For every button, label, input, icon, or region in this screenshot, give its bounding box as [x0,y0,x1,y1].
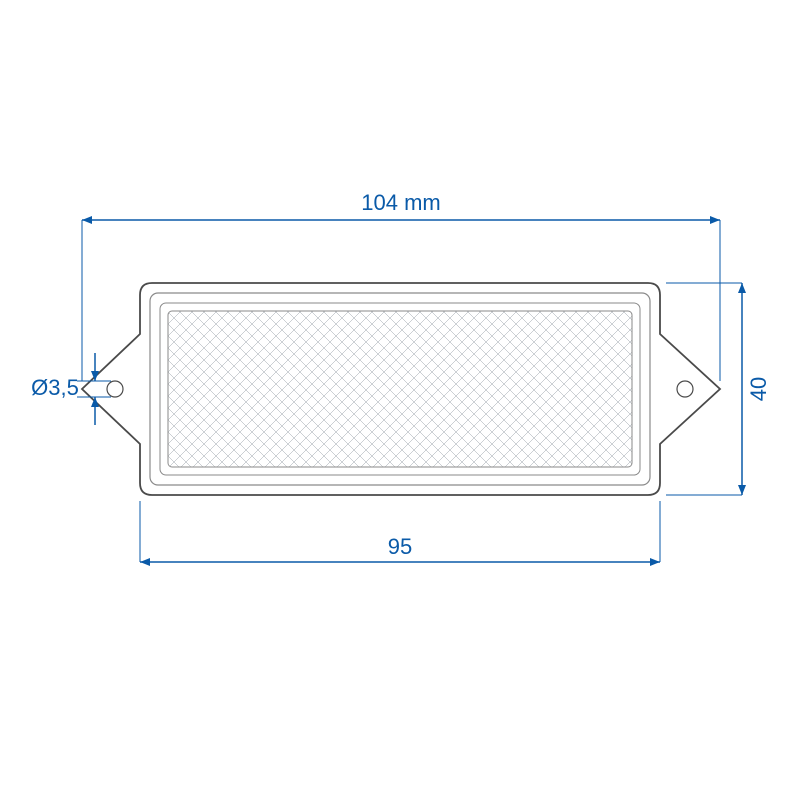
dim-overall-width-label: 104 mm [361,190,440,215]
dim-height-label: 40 [746,377,771,401]
dim-inner-width-label: 95 [388,534,412,559]
dim-hole-diameter-label: Ø3,5 [31,375,79,400]
